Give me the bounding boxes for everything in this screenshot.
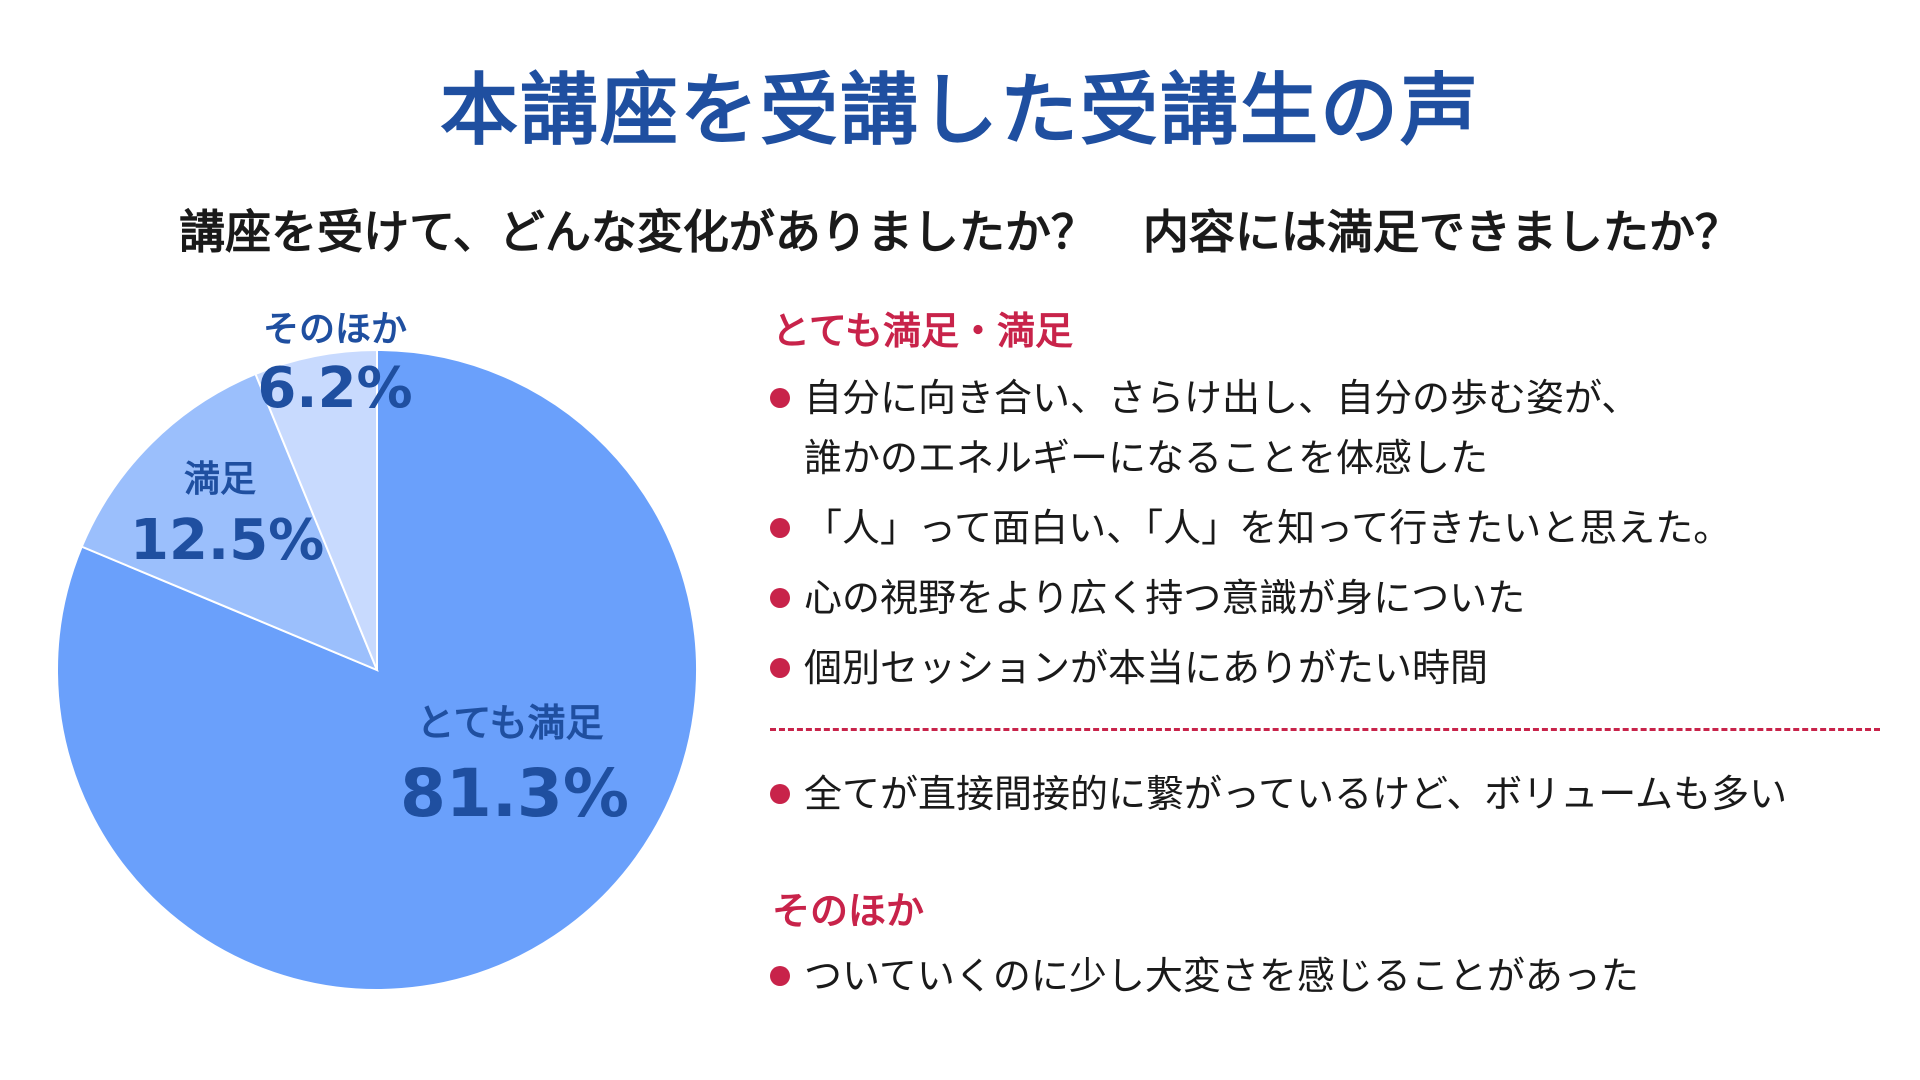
pie-label-satisfied-name: 満足 [183, 459, 256, 500]
pie-slice-satisfied [80, 372, 379, 672]
comments-panel: とても満足・満足 自分に向き合い、さらけ出し、自分の歩む姿が、 誰かのエネルギー… [770, 0, 1890, 1080]
comment-item: 個別セッションが本当にありがたい時間 [770, 638, 1488, 698]
comment-item: ついていくのに少し大変さを感じることがあった [770, 946, 1639, 1006]
pie-label-other-name: そのほか [262, 309, 407, 350]
pie-label-very-satisfied: とても満足 81.3% [400, 692, 629, 832]
pie-label-satisfied: 満足 12.5% [130, 450, 325, 573]
bullet-icon [770, 965, 790, 986]
comment-text: 個別セッションが本当にありがたい時間 [804, 646, 1489, 690]
dashed-divider [770, 728, 1880, 731]
comment-text: 心の視野をより広く持つ意識が身についた [804, 576, 1526, 620]
comment-text: 全てが直接間接的に繋がっているけど、ボリュームも多い [804, 772, 1788, 816]
satisfied-heading: とても満足・満足 [772, 309, 1073, 353]
comment-text: ついていくのに少し大変さを感じることがあった [804, 954, 1639, 998]
comment-text: 「人」って面白い、「人」を知って行きたいと思えた。 [804, 506, 1732, 550]
pie-label-very-satisfied-value: 81.3% [400, 755, 629, 832]
pie-slice-other [254, 348, 378, 671]
pie-label-other-value: 6.2% [257, 356, 413, 421]
page-subtitle: 講座を受けて、どんな変化がありましたか？ 内容には満足できましたか？ [179, 205, 1741, 259]
comment-item: 「人」って面白い、「人」を知って行きたいと思えた。 [770, 498, 1731, 558]
pie-chart [56, 348, 698, 991]
bullet-icon [770, 387, 790, 408]
bullet-icon [770, 783, 790, 804]
bullet-icon [770, 657, 790, 678]
comment-item: 心の視野をより広く持つ意識が身についた [770, 568, 1525, 628]
other-heading: そのほか [772, 889, 925, 933]
comment-text-continued: 誰かのエネルギーになることを体感した [804, 436, 1489, 480]
pie-label-other: そのほか 6.2% [250, 300, 420, 421]
comment-item: 全てが直接間接的に繋がっているけど、ボリュームも多い [770, 764, 1787, 824]
page-title: 本講座を受講した受講生の声 [439, 66, 1480, 156]
comment-item: 自分に向き合い、さらけ出し、自分の歩む姿が、 誰かのエネルギーになることを体感し… [770, 368, 1639, 488]
pie-label-satisfied-value: 12.5% [130, 508, 325, 573]
pie-label-very-satisfied-name: とても満足 [416, 701, 604, 745]
comment-text: 自分に向き合い、さらけ出し、自分の歩む姿が、 [804, 376, 1640, 420]
bullet-icon [770, 517, 790, 538]
bullet-icon [770, 587, 790, 608]
